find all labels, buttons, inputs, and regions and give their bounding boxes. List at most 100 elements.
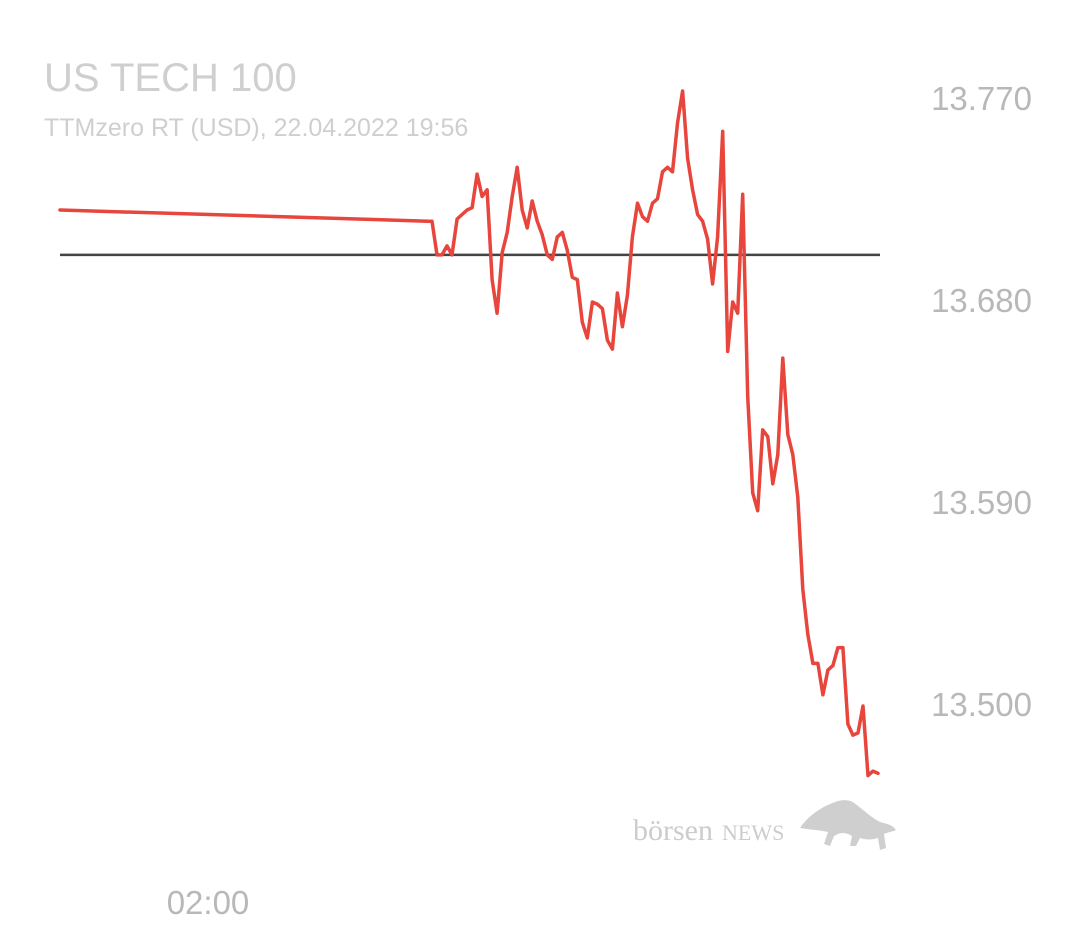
data-point: [480, 195, 484, 199]
data-point: [615, 291, 619, 295]
data-point: [450, 253, 454, 257]
data-point: [786, 432, 790, 436]
data-point: [560, 230, 564, 234]
data-point: [701, 219, 705, 223]
data-point: [666, 165, 670, 169]
data-point: [826, 668, 830, 672]
data-point: [575, 278, 579, 282]
y-tick-label: 13.680: [931, 282, 1032, 319]
data-point: [545, 253, 549, 257]
data-point: [821, 693, 825, 697]
data-point: [871, 769, 875, 773]
data-point: [610, 347, 614, 351]
data-point: [565, 248, 569, 252]
borsennews-watermark: börsen NEWS: [633, 800, 896, 850]
series-line: [58, 89, 880, 778]
data-point: [851, 733, 855, 737]
data-point: [595, 302, 599, 306]
data-point: [801, 587, 805, 591]
data-point: [555, 235, 559, 239]
data-point: [836, 646, 840, 650]
data-point: [861, 704, 865, 708]
data-point: [540, 233, 544, 237]
data-point: [460, 212, 464, 216]
data-point: [495, 311, 499, 315]
bull-logo-icon: [800, 800, 896, 850]
data-point: [590, 300, 594, 304]
data-point: [58, 208, 62, 212]
data-point: [605, 338, 609, 342]
data-point: [756, 509, 760, 513]
data-point: [550, 257, 554, 261]
data-point: [736, 311, 740, 315]
data-point: [716, 235, 720, 239]
data-points: [58, 89, 880, 778]
data-point: [656, 197, 660, 201]
data-point: [645, 219, 649, 223]
data-point: [721, 129, 725, 133]
data-point: [465, 208, 469, 212]
data-point: [515, 165, 519, 169]
x-tick-label: 02:00: [166, 884, 250, 921]
data-point: [470, 206, 474, 210]
data-point: [640, 215, 644, 219]
data-point: [430, 219, 434, 223]
chart-title: US TECH 100: [44, 56, 297, 100]
data-point: [831, 664, 835, 668]
data-point: [500, 251, 504, 255]
data-point: [806, 632, 810, 636]
y-tick-label: 13.770: [931, 80, 1032, 117]
data-point: [630, 235, 634, 239]
data-point: [676, 120, 680, 124]
data-point: [796, 495, 800, 499]
data-point: [731, 300, 735, 304]
data-point: [600, 307, 604, 311]
data-point: [856, 731, 860, 735]
data-point: [520, 208, 524, 212]
data-point: [876, 771, 880, 775]
data-point: [585, 336, 589, 340]
data-point: [580, 320, 584, 324]
data-point: [746, 394, 750, 398]
data-point: [625, 293, 629, 297]
watermark-brand-lower: börsen: [633, 814, 713, 847]
data-point: [455, 217, 459, 221]
data-point: [686, 156, 690, 160]
data-point: [426, 219, 430, 223]
data-point: [570, 275, 574, 279]
watermark-brand-upper: NEWS: [722, 820, 784, 845]
data-point: [530, 199, 534, 203]
data-point: [505, 230, 509, 234]
y-tick-label: 13.500: [931, 686, 1032, 723]
y-tick-label: 13.590: [931, 484, 1032, 521]
data-point: [490, 278, 494, 282]
data-point: [776, 453, 780, 457]
data-point: [510, 195, 514, 199]
data-point: [435, 253, 439, 257]
data-point: [766, 435, 770, 439]
data-point: [681, 89, 685, 93]
chart-subtitle: TTMzero RT (USD), 22.04.2022 19:56: [44, 114, 469, 142]
data-point: [671, 170, 675, 174]
data-point: [781, 356, 785, 360]
data-point: [706, 237, 710, 241]
data-point: [761, 428, 765, 432]
data-point: [535, 219, 539, 223]
data-point: [620, 325, 624, 329]
data-point: [661, 170, 665, 174]
data-point: [816, 661, 820, 665]
data-point: [846, 722, 850, 726]
data-point: [726, 349, 730, 353]
data-point: [741, 192, 745, 196]
data-point: [811, 661, 815, 665]
data-point: [791, 453, 795, 457]
data-point: [525, 226, 529, 230]
data-point: [691, 188, 695, 192]
data-point: [841, 646, 845, 650]
data-point: [771, 482, 775, 486]
data-point: [445, 244, 449, 248]
data-point: [485, 188, 489, 192]
data-point: [440, 253, 444, 257]
data-point: [650, 201, 654, 205]
